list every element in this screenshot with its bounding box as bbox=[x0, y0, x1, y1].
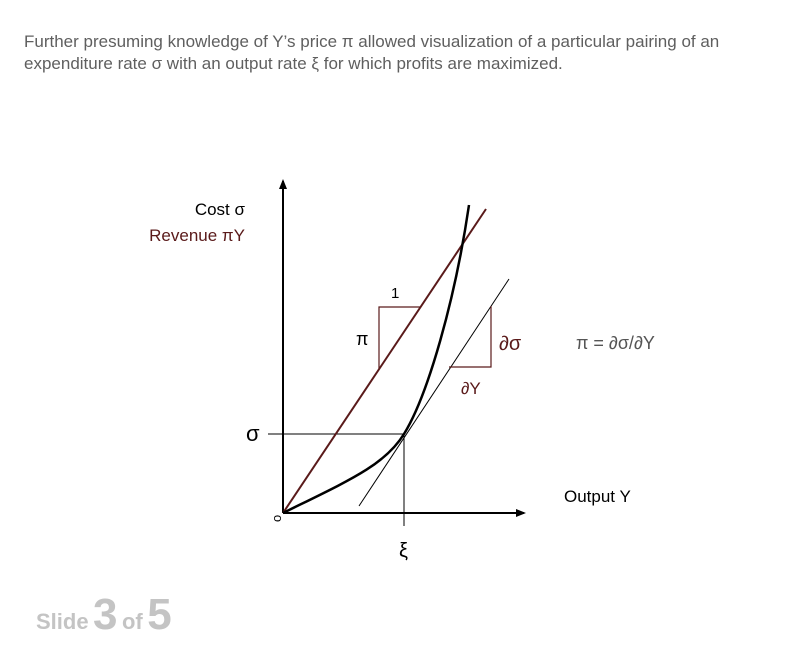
sigma-axis-label: σ bbox=[246, 421, 260, 446]
y-axis-label-cost: Cost σ bbox=[195, 200, 246, 219]
cost-curve bbox=[282, 204, 471, 515]
xi-axis-label: ξ bbox=[399, 540, 408, 562]
total-slide-number: 5 bbox=[147, 590, 172, 639]
caption-line-2: expenditure rate σ with an output rate ξ… bbox=[24, 54, 563, 73]
of-word: of bbox=[121, 609, 143, 634]
origin-label: o bbox=[269, 515, 284, 522]
dy-label: ∂Y bbox=[461, 379, 481, 398]
y-axis-label-revenue: Revenue πY bbox=[149, 226, 245, 245]
slide-counter: Slide 3 of 5 bbox=[36, 590, 172, 640]
x-axis-label: Output Y bbox=[564, 487, 631, 506]
pi-slope-label: π bbox=[356, 329, 368, 349]
slope-formula: π = ∂σ/∂Y bbox=[576, 333, 655, 353]
dsigma-label: ∂σ bbox=[499, 333, 522, 355]
tangent-line bbox=[358, 278, 510, 507]
slide-caption: Further presuming knowledge of Y’s price… bbox=[24, 31, 774, 75]
caption-line-1: Further presuming knowledge of Y’s price… bbox=[24, 32, 720, 51]
revenue-line bbox=[282, 208, 487, 514]
revenue-slope-triangle bbox=[378, 306, 420, 369]
tangent-slope-triangle bbox=[449, 306, 492, 368]
slide-word: Slide bbox=[36, 609, 89, 634]
current-slide-number: 3 bbox=[93, 590, 118, 639]
unit-slope-label: 1 bbox=[391, 285, 399, 302]
